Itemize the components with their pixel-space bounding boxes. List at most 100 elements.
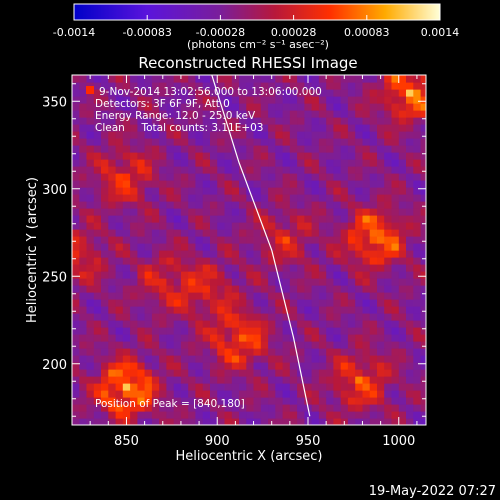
- heatmap-cell: [144, 264, 153, 272]
- heatmap-cell: [202, 243, 211, 251]
- heatmap-cell: [289, 243, 298, 251]
- heatmap-cell: [101, 208, 109, 216]
- heatmap-cell: [384, 208, 393, 216]
- heatmap-cell: [144, 362, 153, 370]
- heatmap-cell: [326, 166, 335, 174]
- heatmap-cell: [318, 306, 327, 314]
- heatmap-cell: [340, 404, 349, 412]
- heatmap-cell: [195, 82, 204, 90]
- heatmap-cell: [289, 187, 298, 195]
- heatmap-cell: [311, 411, 320, 419]
- heatmap-cell: [260, 418, 269, 425]
- heatmap-cell: [239, 229, 247, 237]
- heatmap-cell: [144, 313, 153, 321]
- heatmap-cell: [420, 159, 426, 167]
- heatmap-cell: [195, 187, 204, 195]
- heatmap-cell: [398, 334, 407, 342]
- heatmap-cell: [108, 313, 117, 321]
- heatmap-cell: [318, 89, 327, 97]
- heatmap-cell: [86, 411, 95, 419]
- heatmap-cell: [239, 404, 247, 412]
- heatmap-cell: [326, 145, 335, 153]
- heatmap-cell: [180, 355, 189, 363]
- heatmap-cell: [420, 418, 426, 425]
- heatmap-cell: [420, 236, 426, 244]
- heatmap-cell: [86, 397, 95, 405]
- heatmap-cell: [333, 278, 342, 286]
- heatmap-cell: [86, 194, 95, 202]
- heatmap-cell: [180, 222, 189, 230]
- heatmap-cell: [246, 152, 255, 160]
- heatmap-cell: [311, 117, 320, 125]
- heatmap-cell: [180, 180, 189, 188]
- heatmap-cell: [180, 159, 189, 167]
- heatmap-cell: [173, 383, 182, 391]
- heatmap-cell: [72, 96, 80, 104]
- heatmap-cell: [188, 152, 197, 160]
- heatmap-cell: [318, 334, 327, 342]
- heatmap-cell: [398, 208, 407, 216]
- heatmap-cell: [195, 159, 204, 167]
- heatmap-cell: [93, 320, 102, 328]
- heatmap-cell: [362, 306, 371, 314]
- heatmap-cell: [202, 299, 211, 307]
- heatmap-cell: [420, 215, 426, 223]
- heatmap-cell: [355, 313, 364, 321]
- heatmap-cell: [333, 243, 342, 251]
- heatmap-cell: [362, 215, 371, 223]
- heatmap-cell: [210, 292, 218, 300]
- heatmap-cell: [362, 138, 371, 146]
- heatmap-cell: [101, 194, 109, 202]
- heatmap-cell: [260, 138, 269, 146]
- heatmap-cell: [326, 404, 335, 412]
- heatmap-cell: [173, 355, 182, 363]
- heatmap-cell: [355, 138, 364, 146]
- heatmap-cell: [377, 299, 385, 307]
- heatmap-cell: [260, 257, 269, 265]
- heatmap-cell: [355, 89, 364, 97]
- heatmap-cell: [210, 131, 218, 139]
- heatmap-cell: [122, 292, 131, 300]
- heatmap-cell: [289, 383, 298, 391]
- heatmap-cell: [195, 138, 204, 146]
- heatmap-cell: [398, 257, 407, 265]
- heatmap-cell: [188, 173, 197, 181]
- heatmap-cell: [122, 145, 131, 153]
- heatmap-cell: [239, 131, 247, 139]
- heatmap-cell: [173, 124, 182, 132]
- heatmap-cell: [188, 376, 197, 384]
- heatmap-cell: [304, 327, 313, 335]
- heatmap-cell: [289, 96, 298, 104]
- heatmap-cell: [93, 355, 102, 363]
- heatmap-cell: [347, 334, 356, 342]
- heatmap-cell: [217, 124, 226, 132]
- heatmap-cell: [217, 271, 226, 279]
- heatmap-cell: [79, 271, 88, 279]
- heatmap-cell: [406, 166, 414, 174]
- heatmap-cell: [224, 96, 233, 104]
- heatmap-cell: [391, 187, 400, 195]
- heatmap-cell: [275, 82, 284, 90]
- heatmap-cell: [318, 208, 327, 216]
- heatmap-cell: [304, 334, 313, 342]
- heatmap-cell: [275, 201, 284, 209]
- heatmap-cell: [173, 390, 182, 398]
- heatmap-cell: [420, 271, 426, 279]
- heatmap-cell: [275, 250, 284, 258]
- heatmap-cell: [260, 376, 269, 384]
- heatmap-cell: [355, 75, 364, 83]
- heatmap-cell: [166, 82, 175, 90]
- heatmap-cell: [122, 229, 131, 237]
- heatmap-cell: [195, 397, 204, 405]
- heatmap-cell: [108, 103, 117, 111]
- heatmap-cell: [151, 138, 160, 146]
- heatmap-cell: [282, 285, 291, 293]
- heatmap-cell: [333, 103, 342, 111]
- heatmap-cell: [384, 369, 393, 377]
- heatmap-cell: [355, 334, 364, 342]
- heatmap-cell: [420, 376, 426, 384]
- heatmap-cell: [195, 208, 204, 216]
- heatmap-cell: [318, 299, 327, 307]
- heatmap-cell: [122, 299, 131, 307]
- annotation-time: 9-Nov-2014 13:02:56.000 to 13:06:00.000: [99, 86, 322, 98]
